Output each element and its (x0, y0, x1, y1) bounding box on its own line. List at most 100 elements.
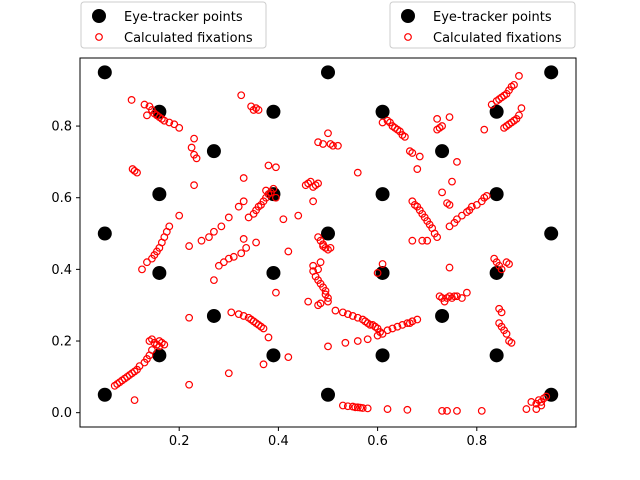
fixation-point (393, 322, 402, 331)
fixation-point (324, 342, 332, 351)
fixation-point (324, 297, 332, 306)
fixation-point (314, 138, 322, 147)
fixation-point (155, 337, 164, 345)
fixation-point (450, 292, 459, 301)
fixation-point (453, 157, 461, 166)
y-tick-label: 0.2 (51, 335, 72, 350)
fixation-point (338, 308, 347, 317)
fixation-point (252, 238, 260, 247)
x-tick-label: 0.6 (367, 434, 388, 449)
fixation-point (353, 313, 362, 322)
fixation-point (140, 100, 149, 109)
fixation-point (192, 154, 201, 163)
fixation-point (319, 140, 327, 148)
fixation-point (433, 115, 442, 123)
fixation-point (517, 104, 526, 113)
fixation-point (331, 306, 340, 315)
fixation-point (326, 243, 335, 252)
fixation-point (294, 211, 303, 220)
fixation-point (348, 312, 357, 320)
fixation-point (229, 252, 238, 261)
fixation-point (398, 320, 407, 329)
fixation-point (413, 165, 422, 173)
legend-label: Eye-tracker points (433, 10, 552, 25)
fixation-point (272, 288, 280, 297)
fixation-point (453, 406, 461, 415)
fixation-point (448, 177, 456, 186)
fixation-point (272, 193, 280, 202)
fixation-point (453, 292, 461, 301)
fixation-point (353, 337, 362, 345)
fixation-point (227, 308, 236, 317)
fixation-point (334, 141, 342, 150)
fixation-point (239, 197, 248, 206)
fixation-point (378, 118, 387, 127)
eye-tracker-point (435, 308, 450, 323)
fixation-point (239, 174, 248, 182)
fixation-point (537, 401, 546, 410)
eye-tracker-point (375, 187, 390, 202)
fixation-point (185, 313, 194, 322)
fixation-point (438, 406, 446, 415)
fixation-point (160, 340, 169, 349)
fixation-point (314, 179, 322, 188)
fixation-point (515, 111, 523, 120)
fixation-point (502, 329, 511, 338)
fixation-point (403, 405, 412, 414)
fixation-point (413, 315, 422, 324)
fixation-point (165, 118, 174, 127)
fixation-point (319, 242, 327, 250)
fixation-point (190, 134, 198, 143)
fixation-point (234, 310, 243, 319)
fixation-point (458, 294, 466, 302)
fixation-point (185, 242, 194, 250)
fixation-point (314, 265, 322, 274)
fixation-point (133, 168, 141, 177)
fixation-point (383, 326, 392, 335)
fixation-point (165, 222, 174, 231)
fixation-point (127, 96, 136, 104)
fixation-point (237, 249, 246, 258)
fixation-point (462, 288, 471, 297)
y-axis-ticks: 0.0 0.2 0.4 0.6 0.8 (51, 120, 80, 421)
fixation-point (542, 392, 551, 401)
fixation-point (408, 149, 417, 157)
fixation-point (272, 163, 280, 172)
eye-tracker-point (206, 308, 221, 323)
eye-tracker-point (97, 387, 112, 402)
fixation-point (453, 215, 461, 224)
y-tick-label: 0.0 (51, 406, 72, 421)
eye-tracker-point (321, 387, 335, 402)
fixation-point (415, 152, 424, 161)
eye-tracker-point (375, 265, 390, 280)
x-tick-label: 0.2 (169, 434, 190, 449)
legend-marker-fixation (95, 33, 103, 41)
fixation-point (388, 324, 397, 333)
fixation-point (343, 310, 352, 319)
fixation-point (338, 401, 347, 410)
fixation-point (309, 261, 318, 270)
fixation-point (363, 335, 372, 344)
fixation-point (363, 404, 372, 413)
legend-frame (80, 1, 267, 49)
fixation-point (205, 233, 213, 242)
fixation-point (239, 312, 248, 320)
y-tick-label: 0.8 (51, 120, 72, 135)
eye-tracker-point (489, 348, 504, 363)
fixation-point (527, 398, 536, 406)
fixation-point (160, 116, 169, 125)
eye-tracker-point (375, 104, 390, 119)
legend-right: Eye-tracker points Calculated fixations (389, 1, 576, 49)
fixation-point (477, 406, 486, 415)
fixation-point (237, 91, 246, 100)
fixation-point (408, 236, 417, 245)
fixation-point (242, 243, 251, 252)
eye-tracker-point (544, 65, 559, 80)
fixation-point (480, 125, 489, 134)
legend-label: Calculated fixations (433, 31, 562, 46)
fixation-point (314, 301, 322, 310)
legend-marker-eye-tracker (92, 9, 106, 23)
fixation-point (353, 168, 362, 177)
